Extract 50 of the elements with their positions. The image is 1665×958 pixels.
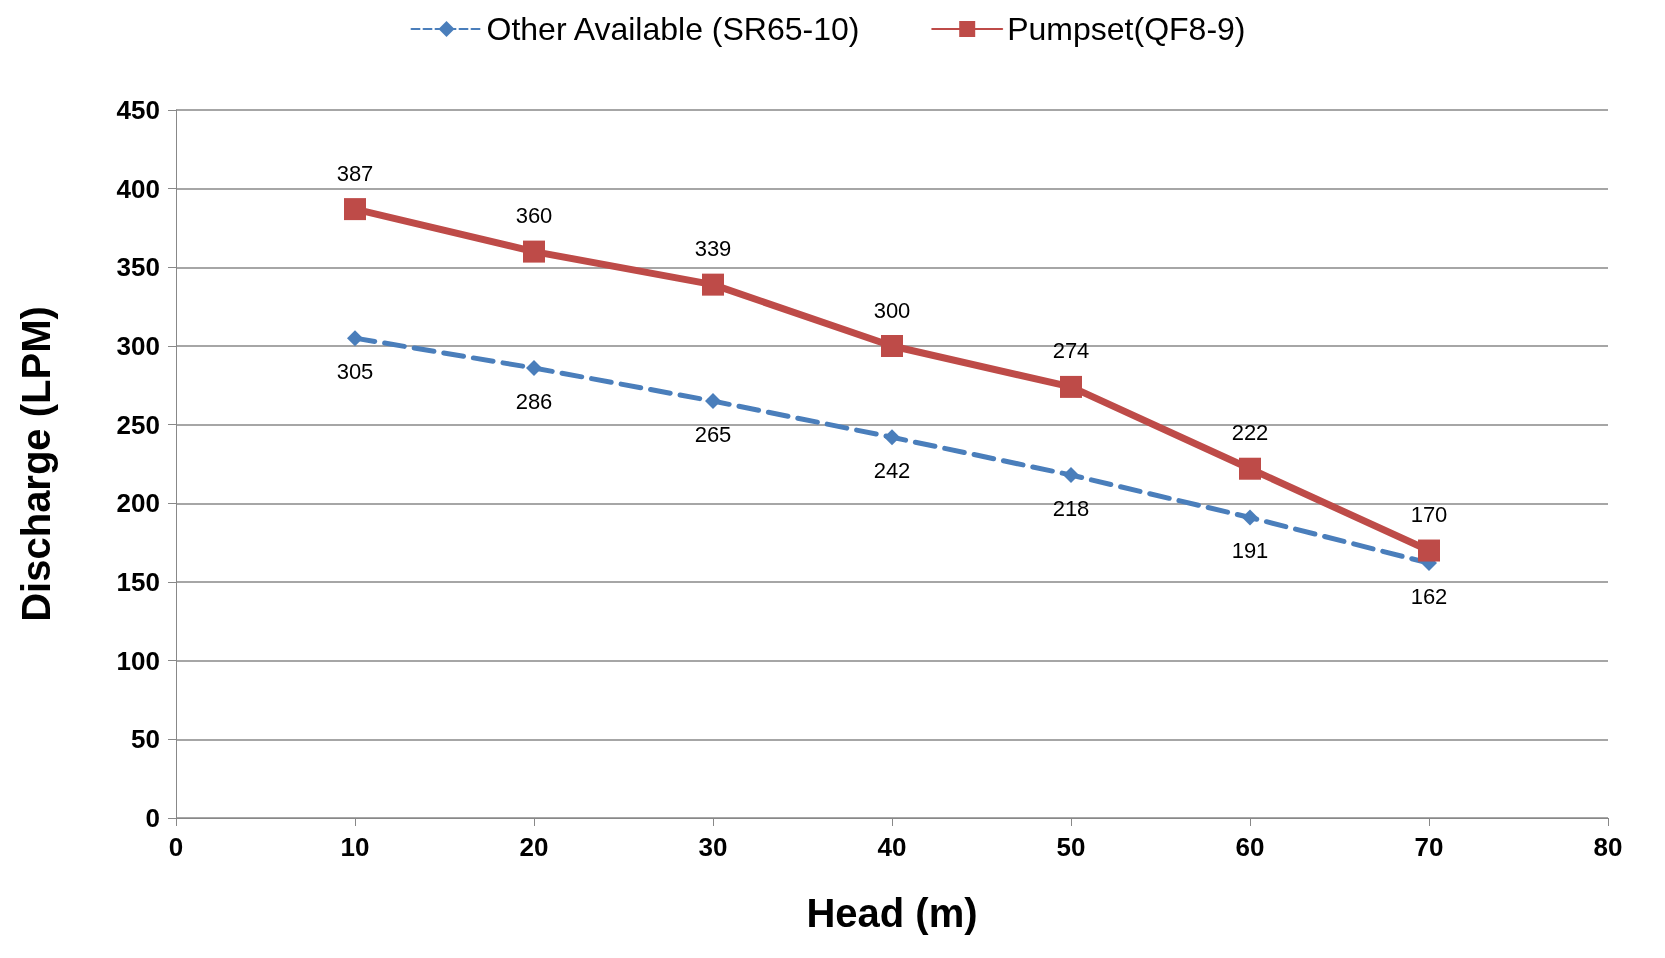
data-label: 305	[336, 358, 374, 384]
y-tick-label: 450	[116, 95, 160, 125]
y-axis-title: Discharge (LPM)	[14, 306, 58, 622]
y-tick-label: 50	[131, 724, 160, 755]
legend-label: Other Available (SR65-10)	[486, 11, 860, 47]
x-axis-title: Head (m)	[806, 891, 978, 935]
point	[347, 330, 363, 347]
y-tick-label: 350	[116, 252, 160, 283]
x-tick-label: 40	[877, 832, 907, 862]
data-label: 339	[694, 236, 732, 262]
x-tick-label: 10	[340, 832, 370, 862]
data-label: 265	[694, 421, 732, 447]
x-tick-label: 30	[698, 832, 728, 862]
data-label: 360	[515, 203, 553, 229]
data-label: 242	[873, 457, 911, 483]
y-tick-label: 300	[116, 331, 160, 361]
x-tick-label: 70	[1414, 832, 1444, 862]
point	[523, 240, 545, 263]
point	[702, 273, 724, 296]
y-tick-label: 100	[116, 645, 160, 676]
data-label: 218	[1052, 495, 1090, 521]
point	[1242, 509, 1258, 526]
x-tick-label: 20	[519, 832, 549, 862]
data-label: 162	[1410, 583, 1448, 609]
point	[1239, 457, 1261, 480]
data-label: 170	[1410, 502, 1448, 528]
x-tick-label: 0	[168, 832, 184, 862]
point	[344, 198, 366, 221]
x-tick-label: 50	[1056, 832, 1086, 862]
data-label: 191	[1231, 537, 1269, 563]
point	[1418, 539, 1440, 562]
data-label: 387	[336, 160, 374, 186]
y-tick-label: 250	[116, 409, 160, 440]
data-label: 222	[1231, 420, 1269, 446]
point	[1060, 375, 1082, 398]
point	[526, 360, 542, 377]
point	[705, 393, 721, 410]
point	[884, 429, 900, 446]
y-tick-label: 0	[145, 803, 160, 833]
legend-label: Pumpset(QF8-9)	[1007, 11, 1246, 47]
y-tick-label: 200	[116, 488, 160, 519]
data-label: 286	[515, 388, 553, 414]
x-tick-label: 60	[1235, 832, 1265, 862]
point	[1063, 467, 1079, 484]
point	[881, 335, 903, 357]
y-tick-label: 150	[116, 567, 160, 597]
x-tick-label: 80	[1593, 832, 1623, 862]
data-label: 274	[1052, 338, 1090, 364]
y-tick-label: 400	[116, 173, 160, 204]
data-label: 300	[873, 297, 911, 323]
